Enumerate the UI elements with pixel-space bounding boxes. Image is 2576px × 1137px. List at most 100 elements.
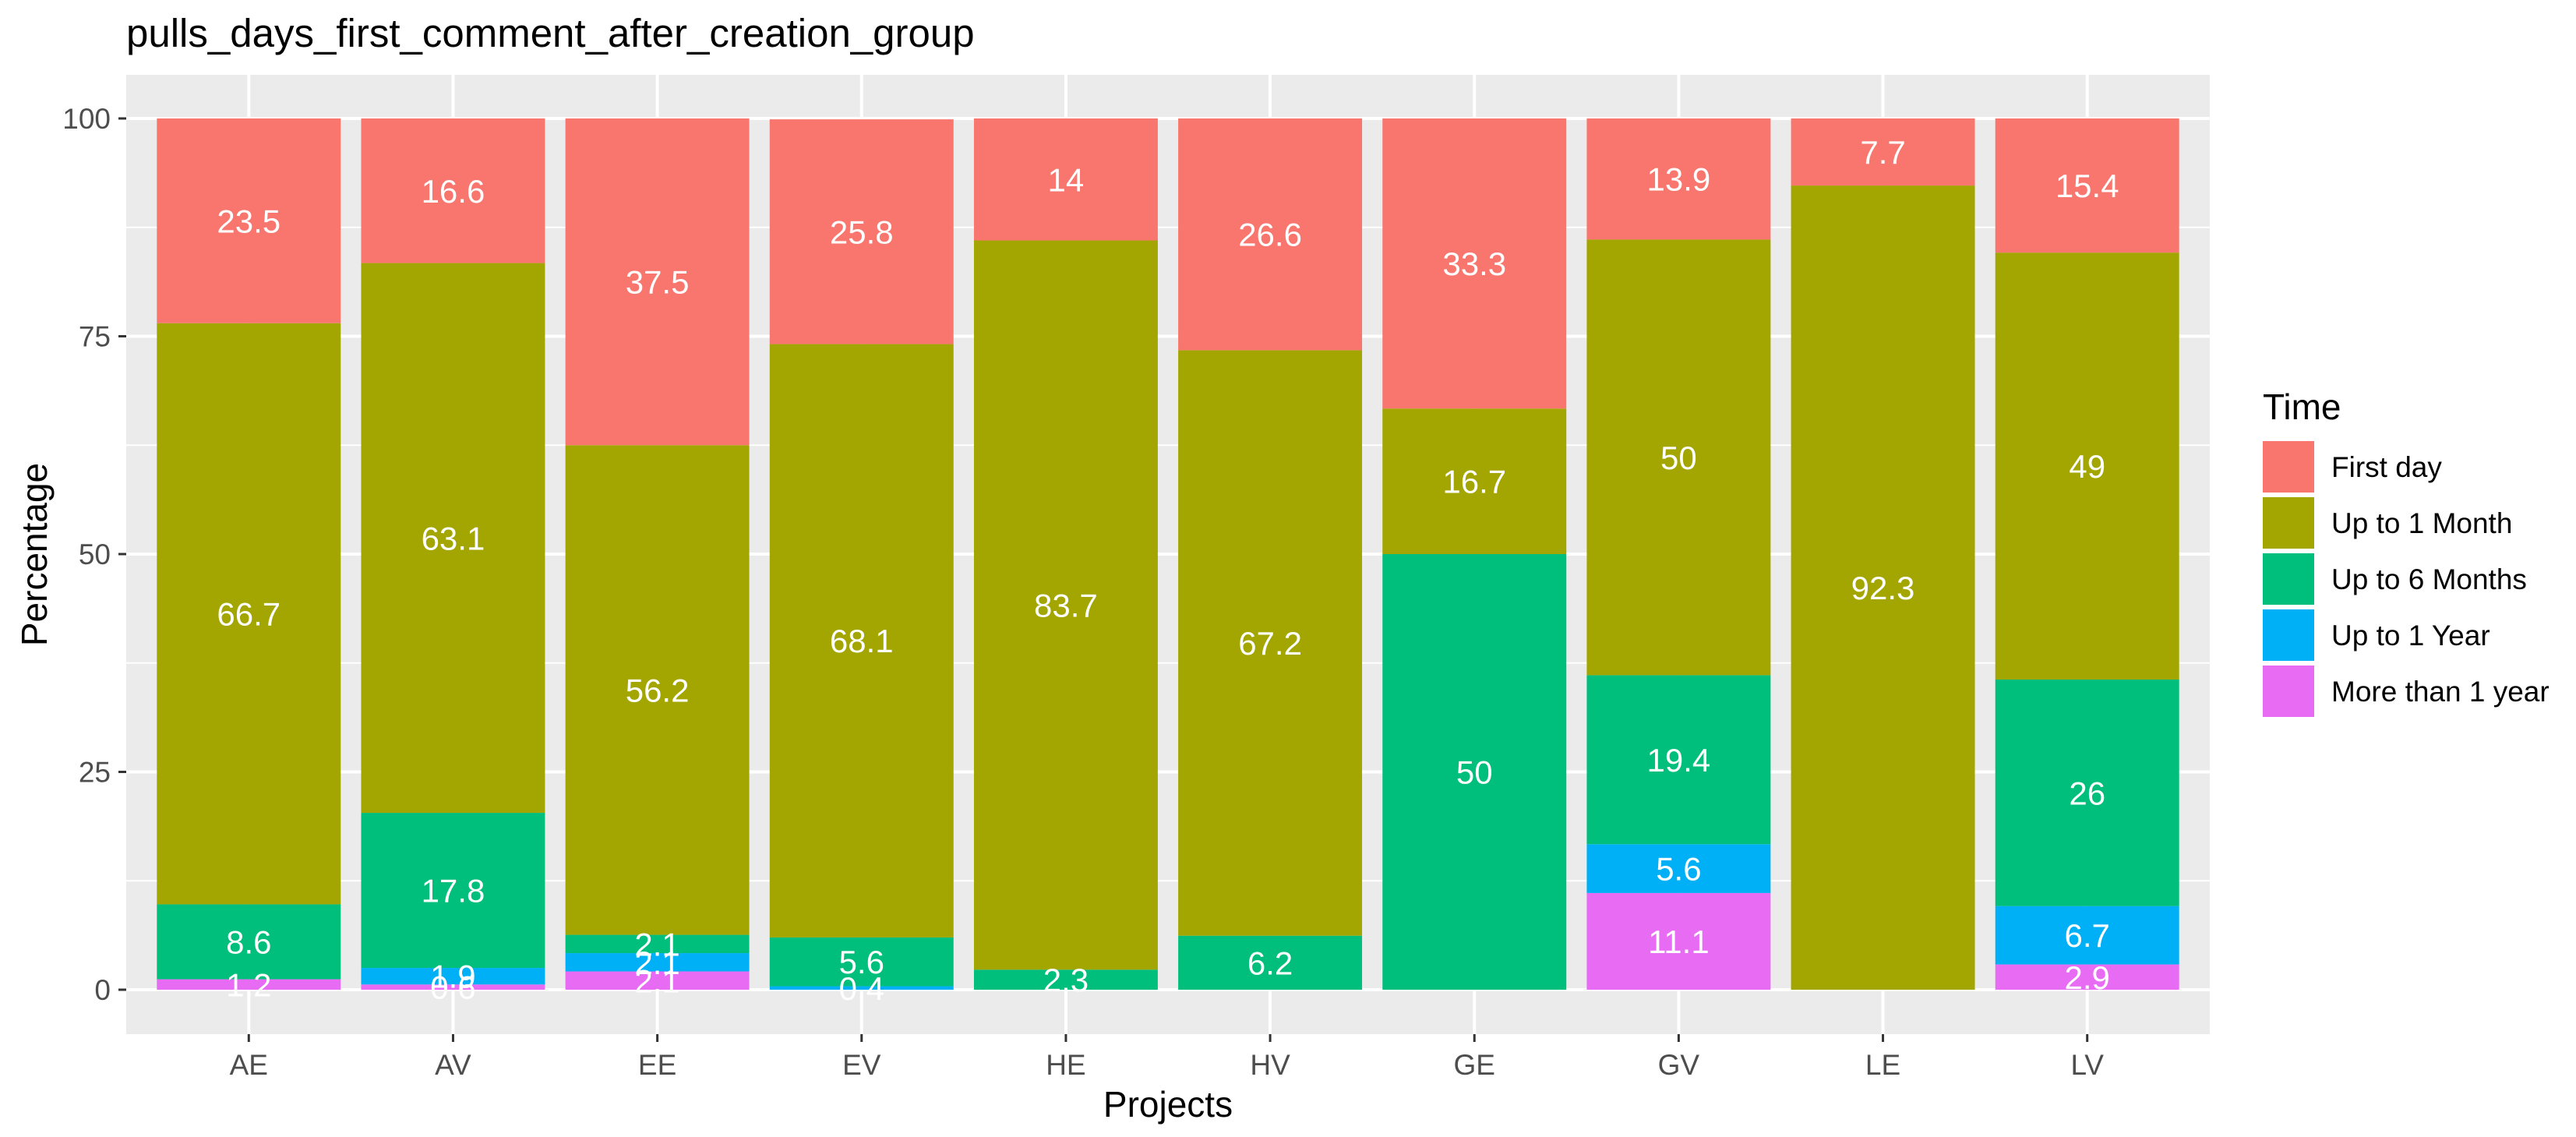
y-tick-label: 50 (79, 538, 111, 570)
data-label: 92.3 (1851, 570, 1915, 606)
x-tick-label: GE (1454, 1049, 1495, 1081)
x-tick-label: AE (230, 1049, 268, 1081)
data-label: 2.3 (1043, 962, 1089, 998)
legend-label: More than 1 year (2331, 676, 2550, 708)
bar-segment (769, 986, 954, 990)
bar-segment (361, 984, 545, 990)
data-label: 37.5 (626, 264, 690, 301)
legend-key (2263, 666, 2314, 717)
data-label: 0.6 (430, 969, 475, 1006)
data-label: 50 (1660, 440, 1697, 476)
bar-segment (1791, 185, 1975, 990)
data-label: 63.1 (422, 520, 485, 556)
data-label: 2.9 (2065, 959, 2110, 996)
bar-segment (1995, 964, 2179, 990)
bar-segment (361, 118, 545, 263)
data-label: 13.9 (1647, 161, 1711, 198)
bar-segment (1791, 118, 1975, 186)
legend-key (2263, 497, 2314, 549)
x-tick-label: HV (1250, 1049, 1290, 1081)
x-tick-label: HE (1046, 1049, 1085, 1081)
bar-segment (1586, 118, 1771, 240)
bar-segment (1995, 906, 2179, 965)
x-tick-label: EV (842, 1049, 881, 1081)
bar-segment (565, 953, 750, 972)
bar-segment (769, 937, 954, 987)
data-label: 16.7 (1442, 464, 1506, 500)
bar-segment (769, 344, 954, 937)
axes: 0 25 50 75 100 AE AV EE EV HE HV GE GV LE LV (62, 103, 2104, 1081)
bar-segment (157, 118, 341, 323)
bar-segment (361, 263, 545, 814)
data-label: 33.3 (1442, 245, 1506, 282)
data-label: 49 (2069, 448, 2105, 485)
bar-segment (1586, 892, 1771, 990)
x-tick-label: GV (1658, 1049, 1700, 1081)
bar-segment (1586, 675, 1771, 845)
bar-segment (565, 445, 750, 935)
data-label: 26.6 (1238, 217, 1302, 253)
data-label: 67.2 (1238, 625, 1302, 662)
bar-segment (1586, 239, 1771, 676)
data-label: 50 (1456, 754, 1493, 791)
chart-title: pulls_days_first_comment_after_creation_… (126, 11, 975, 55)
x-tick-label: LE (1865, 1049, 1900, 1081)
data-label: 1.2 (226, 966, 271, 1003)
bar-segment (973, 969, 1158, 990)
bar-segment (565, 971, 750, 990)
legend-label: Up to 1 Month (2331, 507, 2512, 539)
bar-segment (565, 934, 750, 954)
x-axis-title: Projects (1103, 1084, 1233, 1125)
x-tick-label: LV (2070, 1049, 2104, 1081)
bar-segment (157, 323, 341, 905)
y-axis-title: Percentage (14, 463, 55, 646)
bars (157, 118, 2179, 990)
data-label: 26 (2069, 775, 2105, 811)
bar-segment (1178, 118, 1363, 351)
x-tick-label: AV (435, 1049, 471, 1081)
data-label: 16.6 (422, 173, 485, 210)
bar-segment (157, 979, 341, 990)
data-label: 0.4 (839, 970, 884, 1007)
legend-label: Up to 1 Year (2331, 620, 2490, 651)
data-label: 17.8 (422, 873, 485, 909)
bar-segment (973, 118, 1158, 241)
data-label: 66.7 (217, 596, 281, 633)
data-label: 11.1 (1648, 923, 1710, 960)
legend-title: Time (2263, 387, 2341, 427)
data-label: 7.7 (1860, 134, 1905, 171)
data-label: 68.1 (830, 623, 894, 659)
bar-segment (361, 968, 545, 985)
data-label: 6.2 (1247, 945, 1293, 981)
y-tick-label: 0 (94, 974, 111, 1006)
x-tick-label: EE (638, 1049, 676, 1081)
data-label: 25.8 (830, 214, 894, 250)
legend-key (2263, 441, 2314, 493)
bar-segment (973, 240, 1158, 970)
bar-segment (1995, 118, 2179, 253)
legend: Time First day Up to 1 Month Up to 6 Month… (2263, 387, 2550, 717)
data-label: 8.6 (226, 924, 271, 961)
data-label: 56.2 (626, 672, 690, 708)
data-label: 14 (1048, 161, 1085, 198)
data-label: 23.5 (217, 203, 281, 239)
y-tick-label: 100 (62, 103, 111, 135)
bar-segment (157, 904, 341, 980)
y-tick-label: 75 (79, 321, 111, 353)
bar-segment (1382, 408, 1567, 554)
bar-segment (1586, 844, 1771, 893)
bar-segment (565, 118, 750, 446)
legend-key (2263, 553, 2314, 605)
y-tick-label: 25 (79, 757, 111, 789)
data-label: 1.9 (430, 959, 475, 995)
bar-segment (1382, 118, 1567, 409)
legend-label: Up to 6 Months (2331, 563, 2527, 595)
bar-segment (1178, 935, 1363, 990)
bar-segment (1178, 350, 1363, 936)
data-labels: 1.28.666.723.50.61.917.863.116.62.12.12.… (217, 134, 2119, 1007)
data-label: 2.1 (634, 962, 679, 999)
data-label: 19.4 (1647, 742, 1711, 779)
legend-key (2263, 609, 2314, 661)
bar-segment (1995, 252, 2179, 680)
